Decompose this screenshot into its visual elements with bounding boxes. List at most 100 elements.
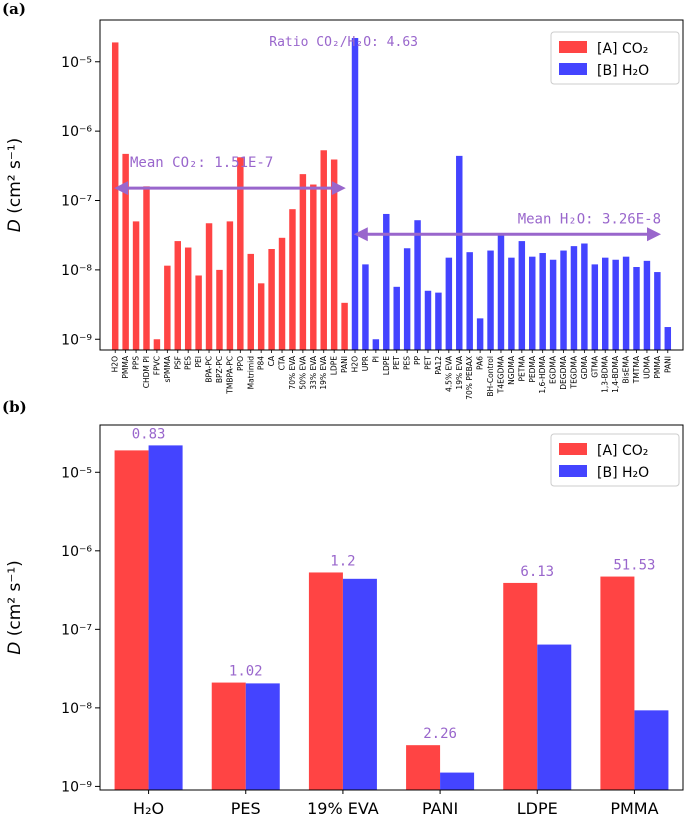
bar-b-h2o [245, 683, 280, 790]
a-legend-swatch-co2 [559, 41, 587, 53]
a-xtick-label: PET [392, 356, 401, 370]
bar-a-co2 [341, 302, 348, 350]
a-xtick-label: TEGDMA [569, 355, 578, 389]
bar-a-h2o [476, 318, 484, 350]
a-xtick-label: PANI [340, 356, 349, 373]
bar-a-h2o [487, 250, 494, 350]
bar-a-h2o [351, 38, 359, 350]
b-ytick-label: 10⁻⁵ [61, 465, 92, 481]
bar-a-h2o [393, 286, 400, 350]
b-xtick-label: LDPE [517, 799, 558, 818]
a-xtick-label: PA12 [434, 356, 443, 375]
a-xtick-label: P84 [257, 356, 266, 370]
a-xtick-label: TMBPA-PC [225, 356, 234, 395]
a-xtick-label: PA6 [476, 356, 485, 370]
bar-a-h2o [591, 264, 599, 350]
a-xtick-label: 19% EVA [319, 355, 328, 389]
a-xtick-label: PEDMA [528, 355, 537, 383]
bar-a-h2o [643, 260, 651, 350]
a-ytick-label: 10⁻⁷ [61, 194, 92, 210]
a-xtick-label: TMTMA [632, 355, 641, 384]
a-xtick-label: EGDMA [549, 355, 558, 384]
a-xtick-label: PPS [132, 356, 141, 370]
bar-a-co2 [320, 150, 327, 350]
a-xtick-label: 19% EVA [455, 355, 464, 389]
a-mean-h2o-label: Mean H₂O: 3.26E-8 [518, 211, 661, 227]
a-xtick-label: CHDM PI [142, 356, 151, 388]
a-xtick-label: UDMA [642, 355, 651, 379]
b-legend-swatch-h2o [559, 465, 587, 477]
a-xtick-label: FPVC [152, 356, 161, 375]
a-xtick-label: H2O [351, 356, 360, 372]
a-xtick-label: CA [267, 355, 276, 366]
a-xtick-label: H2O [111, 356, 120, 372]
bar-a-h2o [362, 264, 369, 350]
b-ratio-label: 2.26 [423, 726, 457, 742]
a-legend-swatch-h2o [559, 63, 587, 75]
bar-a-co2 [247, 253, 254, 350]
bar-b-co2 [600, 576, 635, 790]
a-xtick-label: 70% PEBAX [465, 356, 474, 400]
b-legend-swatch-co2 [559, 443, 587, 455]
bar-a-co2 [164, 265, 171, 350]
bar-a-h2o [601, 257, 609, 350]
a-xtick-label: CTA [278, 355, 287, 370]
a-mean-co2-arrowhead-left [114, 181, 129, 196]
b-xtick-label: PES [231, 799, 261, 818]
bar-b-co2 [211, 682, 246, 790]
bar-a-co2 [226, 221, 234, 350]
bar-a-co2 [111, 42, 119, 351]
bar-a-co2 [195, 275, 202, 350]
bar-a-h2o [424, 290, 432, 350]
b-legend-label-co2: [A] CO₂ [597, 443, 648, 459]
bar-a-h2o [529, 256, 536, 350]
b-ytick-label: 10⁻⁶ [61, 544, 92, 560]
panel-b-label: (b) [2, 398, 27, 416]
bar-b-h2o [148, 445, 183, 790]
a-xtick-label: BPZ-PC [215, 356, 224, 383]
bar-a-co2 [174, 241, 182, 350]
bar-a-h2o [560, 250, 567, 350]
b-ratio-label: 51.53 [613, 558, 655, 574]
bar-a-h2o [466, 252, 473, 350]
panel-a-label: (a) [2, 0, 26, 18]
bar-a-h2o [664, 327, 672, 350]
a-xtick-label: PSF [173, 356, 182, 370]
b-ytick-label: 10⁻⁷ [61, 622, 92, 638]
bar-b-co2 [308, 572, 343, 790]
a-ytick-label: 10⁻⁸ [61, 263, 92, 279]
bar-a-h2o [456, 155, 463, 350]
b-xtick-label: H₂O [133, 799, 164, 818]
bar-a-h2o [372, 339, 380, 350]
a-xtick-label: PANI [663, 356, 672, 373]
a-xtick-label: BisEMA [622, 355, 631, 383]
bar-a-co2 [216, 269, 223, 350]
a-mean-h2o-arrowhead-left [353, 227, 368, 242]
a-xtick-label: PMMA [121, 355, 130, 378]
bar-a-h2o [633, 267, 640, 350]
a-xtick-label: 1,4-BDMA [611, 355, 620, 393]
b-xtick-label: 19% EVA [307, 799, 379, 818]
a-xtick-label: BPA-PC [205, 356, 214, 383]
bar-a-co2 [289, 209, 296, 350]
a-ytick-label: 10⁻⁵ [61, 55, 92, 71]
a-ylabel: D (cm² s⁻¹) [5, 138, 25, 233]
a-xtick-label: PETMA [517, 355, 526, 381]
b-legend-label-h2o: [B] H₂O [597, 465, 649, 481]
bar-a-co2 [153, 339, 161, 350]
bar-a-co2 [299, 174, 307, 350]
a-xtick-label: T4EGDMA [496, 355, 505, 394]
b-ylabel: D (cm² s⁻¹) [5, 560, 25, 655]
bar-a-h2o [435, 292, 442, 350]
a-ratio-label: Ratio CO₂/H₂O: 4.63 [269, 35, 418, 50]
a-xtick-label: PES [184, 356, 193, 370]
a-xtick-label: PET [423, 356, 432, 370]
a-xtick-label: GTMA [590, 355, 599, 378]
bar-a-co2 [205, 223, 213, 350]
a-mean-h2o-arrowhead-right [647, 227, 661, 242]
a-mean-co2-label: Mean CO₂: 1.51E-7 [130, 155, 273, 171]
a-xtick-label: 70% EVA [288, 355, 297, 389]
bar-a-h2o [549, 259, 557, 350]
b-ratio-label: 6.13 [520, 564, 554, 580]
